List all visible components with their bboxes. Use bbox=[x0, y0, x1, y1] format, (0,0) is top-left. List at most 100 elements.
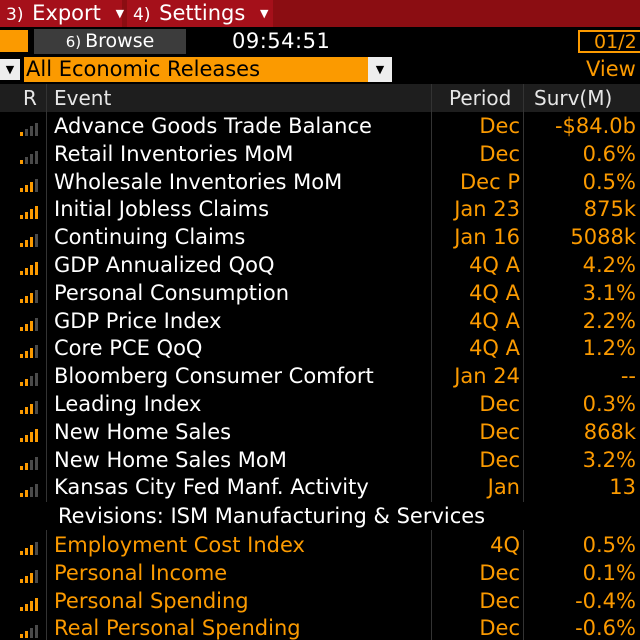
event-period: Dec bbox=[479, 114, 520, 138]
table-row[interactable]: GDP Annualized QoQ 4Q A 4.2% bbox=[0, 251, 640, 279]
relevance-bars-icon bbox=[20, 595, 42, 611]
event-period: Dec bbox=[479, 616, 520, 640]
relevance-bar bbox=[20, 578, 23, 583]
table-row[interactable]: GDP Price Index 4Q A 2.2% bbox=[0, 307, 640, 335]
relevance-bar bbox=[25, 462, 28, 470]
survey-value: 2.2% bbox=[582, 308, 636, 333]
event-period: Jan 23 bbox=[454, 197, 520, 222]
table-row[interactable]: New Home Sales Dec 868k bbox=[0, 418, 640, 446]
event-name: Continuing Claims bbox=[54, 225, 246, 250]
survey-value: 0.3% bbox=[582, 392, 636, 416]
release-filter-select[interactable]: All Economic Releases bbox=[24, 57, 368, 82]
relevance-bar bbox=[30, 404, 33, 414]
export-menu-number: 3) bbox=[6, 5, 24, 25]
event-name: Personal Spending bbox=[54, 588, 249, 613]
survey-value: -0.6% bbox=[575, 616, 636, 640]
table-row[interactable]: Personal Income Dec 0.1% bbox=[0, 559, 640, 587]
relevance-bar bbox=[30, 545, 33, 555]
revisions-row: Revisions: ISM Manufacturing & Services bbox=[0, 502, 640, 530]
event-period: Dec bbox=[479, 392, 520, 416]
chevron-down-icon: ▼ bbox=[115, 7, 125, 20]
event-name: Core PCE QoQ bbox=[54, 336, 203, 361]
table-row[interactable]: Real Personal Spending Dec -0.6% bbox=[0, 614, 640, 640]
column-header-period[interactable]: Period bbox=[449, 86, 512, 110]
relevance-bar bbox=[35, 373, 38, 387]
event-name: Initial Jobless Claims bbox=[54, 197, 270, 222]
browse-button[interactable]: 6) Browse bbox=[34, 29, 186, 54]
relevance-bar bbox=[30, 237, 33, 248]
relevance-bar bbox=[20, 271, 23, 275]
relevance-bars-icon bbox=[20, 398, 42, 414]
event-period: 4Q A bbox=[469, 280, 520, 305]
relevance-bars-icon bbox=[20, 315, 42, 331]
event-period: Dec bbox=[479, 419, 520, 444]
relevance-bar bbox=[20, 551, 23, 555]
view-button[interactable]: View bbox=[586, 57, 636, 81]
survey-value: 5088k bbox=[570, 225, 636, 250]
table-row[interactable]: Bloomberg Consumer Comfort Jan 24 -- bbox=[0, 362, 640, 390]
table-row[interactable]: Retail Inventories MoM Dec 0.6% bbox=[0, 140, 640, 168]
table-row[interactable]: Personal Consumption 4Q A 3.1% bbox=[0, 279, 640, 307]
relevance-bar bbox=[30, 320, 33, 331]
relevance-bars-icon bbox=[20, 148, 42, 164]
event-period: Dec bbox=[479, 447, 520, 472]
chevron-down-icon: ▼ bbox=[259, 7, 269, 20]
survey-value: 3.1% bbox=[582, 280, 636, 305]
relevance-bar bbox=[25, 379, 28, 387]
relevance-bar bbox=[30, 209, 33, 220]
relevance-bar bbox=[30, 572, 33, 583]
revisions-label: Revisions: ISM Manufacturing & Services bbox=[58, 504, 486, 528]
relevance-bars-icon bbox=[20, 203, 42, 220]
table-row[interactable]: Continuing Claims Jan 16 5088k bbox=[0, 223, 640, 251]
relevance-bar bbox=[30, 265, 33, 275]
relevance-bar bbox=[30, 376, 33, 387]
relevance-bars-icon bbox=[20, 622, 42, 639]
relevance-bars-icon bbox=[20, 454, 42, 470]
table-row[interactable]: Employment Cost Index 4Q 0.5% bbox=[0, 531, 640, 559]
relevance-bars-icon bbox=[20, 426, 42, 442]
date-input[interactable]: 01/2 bbox=[578, 30, 640, 53]
survey-value: 3.2% bbox=[582, 447, 636, 472]
survey-value: 0.5% bbox=[582, 533, 636, 557]
relevance-bar bbox=[25, 268, 28, 275]
relevance-bars-icon bbox=[20, 176, 42, 192]
table-header: R Event Period Surv(M) bbox=[0, 84, 640, 112]
relevance-bars-icon bbox=[20, 567, 42, 583]
column-header-survey[interactable]: Surv(M) bbox=[534, 86, 613, 110]
relevance-bar bbox=[20, 634, 23, 639]
relevance-bar bbox=[25, 434, 28, 442]
settings-menu[interactable]: 4) Settings ▼ bbox=[127, 0, 273, 27]
export-menu[interactable]: 3) Export ▼ bbox=[0, 0, 125, 27]
relevance-bars-icon bbox=[20, 231, 42, 248]
table-row[interactable]: Advance Goods Trade Balance Dec -$84.0b bbox=[0, 112, 640, 140]
collapse-arrow-icon[interactable]: ▼ bbox=[0, 59, 20, 80]
relevance-bar bbox=[25, 575, 28, 583]
table-row[interactable]: New Home Sales MoM Dec 3.2% bbox=[0, 446, 640, 474]
relevance-bar bbox=[30, 292, 33, 303]
chevron-down-icon[interactable]: ▼ bbox=[368, 57, 392, 82]
relevance-bar bbox=[25, 323, 28, 331]
column-header-relevance[interactable]: R bbox=[23, 86, 37, 110]
event-period: Dec bbox=[479, 141, 520, 166]
survey-value: -$84.0b bbox=[554, 114, 636, 138]
event-name: GDP Price Index bbox=[54, 308, 222, 333]
table-row[interactable]: Core PCE QoQ 4Q A 1.2% bbox=[0, 334, 640, 362]
survey-value: 0.1% bbox=[582, 560, 636, 585]
relevance-bar bbox=[35, 206, 38, 220]
table-row[interactable]: Personal Spending Dec -0.4% bbox=[0, 587, 640, 615]
column-header-event[interactable]: Event bbox=[54, 86, 112, 110]
relevance-bar bbox=[30, 431, 33, 442]
survey-value: 4.2% bbox=[582, 253, 636, 277]
relevance-bar bbox=[20, 465, 23, 470]
event-period: 4Q A bbox=[469, 253, 520, 277]
table-row[interactable]: Wholesale Inventories MoM Dec P 0.5% bbox=[0, 168, 640, 196]
event-name: Wholesale Inventories MoM bbox=[54, 169, 343, 194]
table-row[interactable]: Initial Jobless Claims Jan 23 875k bbox=[0, 195, 640, 223]
relevance-bars-icon bbox=[20, 287, 42, 303]
table-row[interactable]: Kansas City Fed Manf. Activity Jan 13 bbox=[0, 473, 640, 501]
export-menu-label: Export bbox=[32, 1, 101, 25]
table-row[interactable]: Leading Index Dec 0.3% bbox=[0, 390, 640, 418]
survey-value: 0.6% bbox=[582, 141, 636, 166]
relevance-bar bbox=[35, 484, 38, 498]
relevance-bars-icon bbox=[20, 539, 42, 555]
